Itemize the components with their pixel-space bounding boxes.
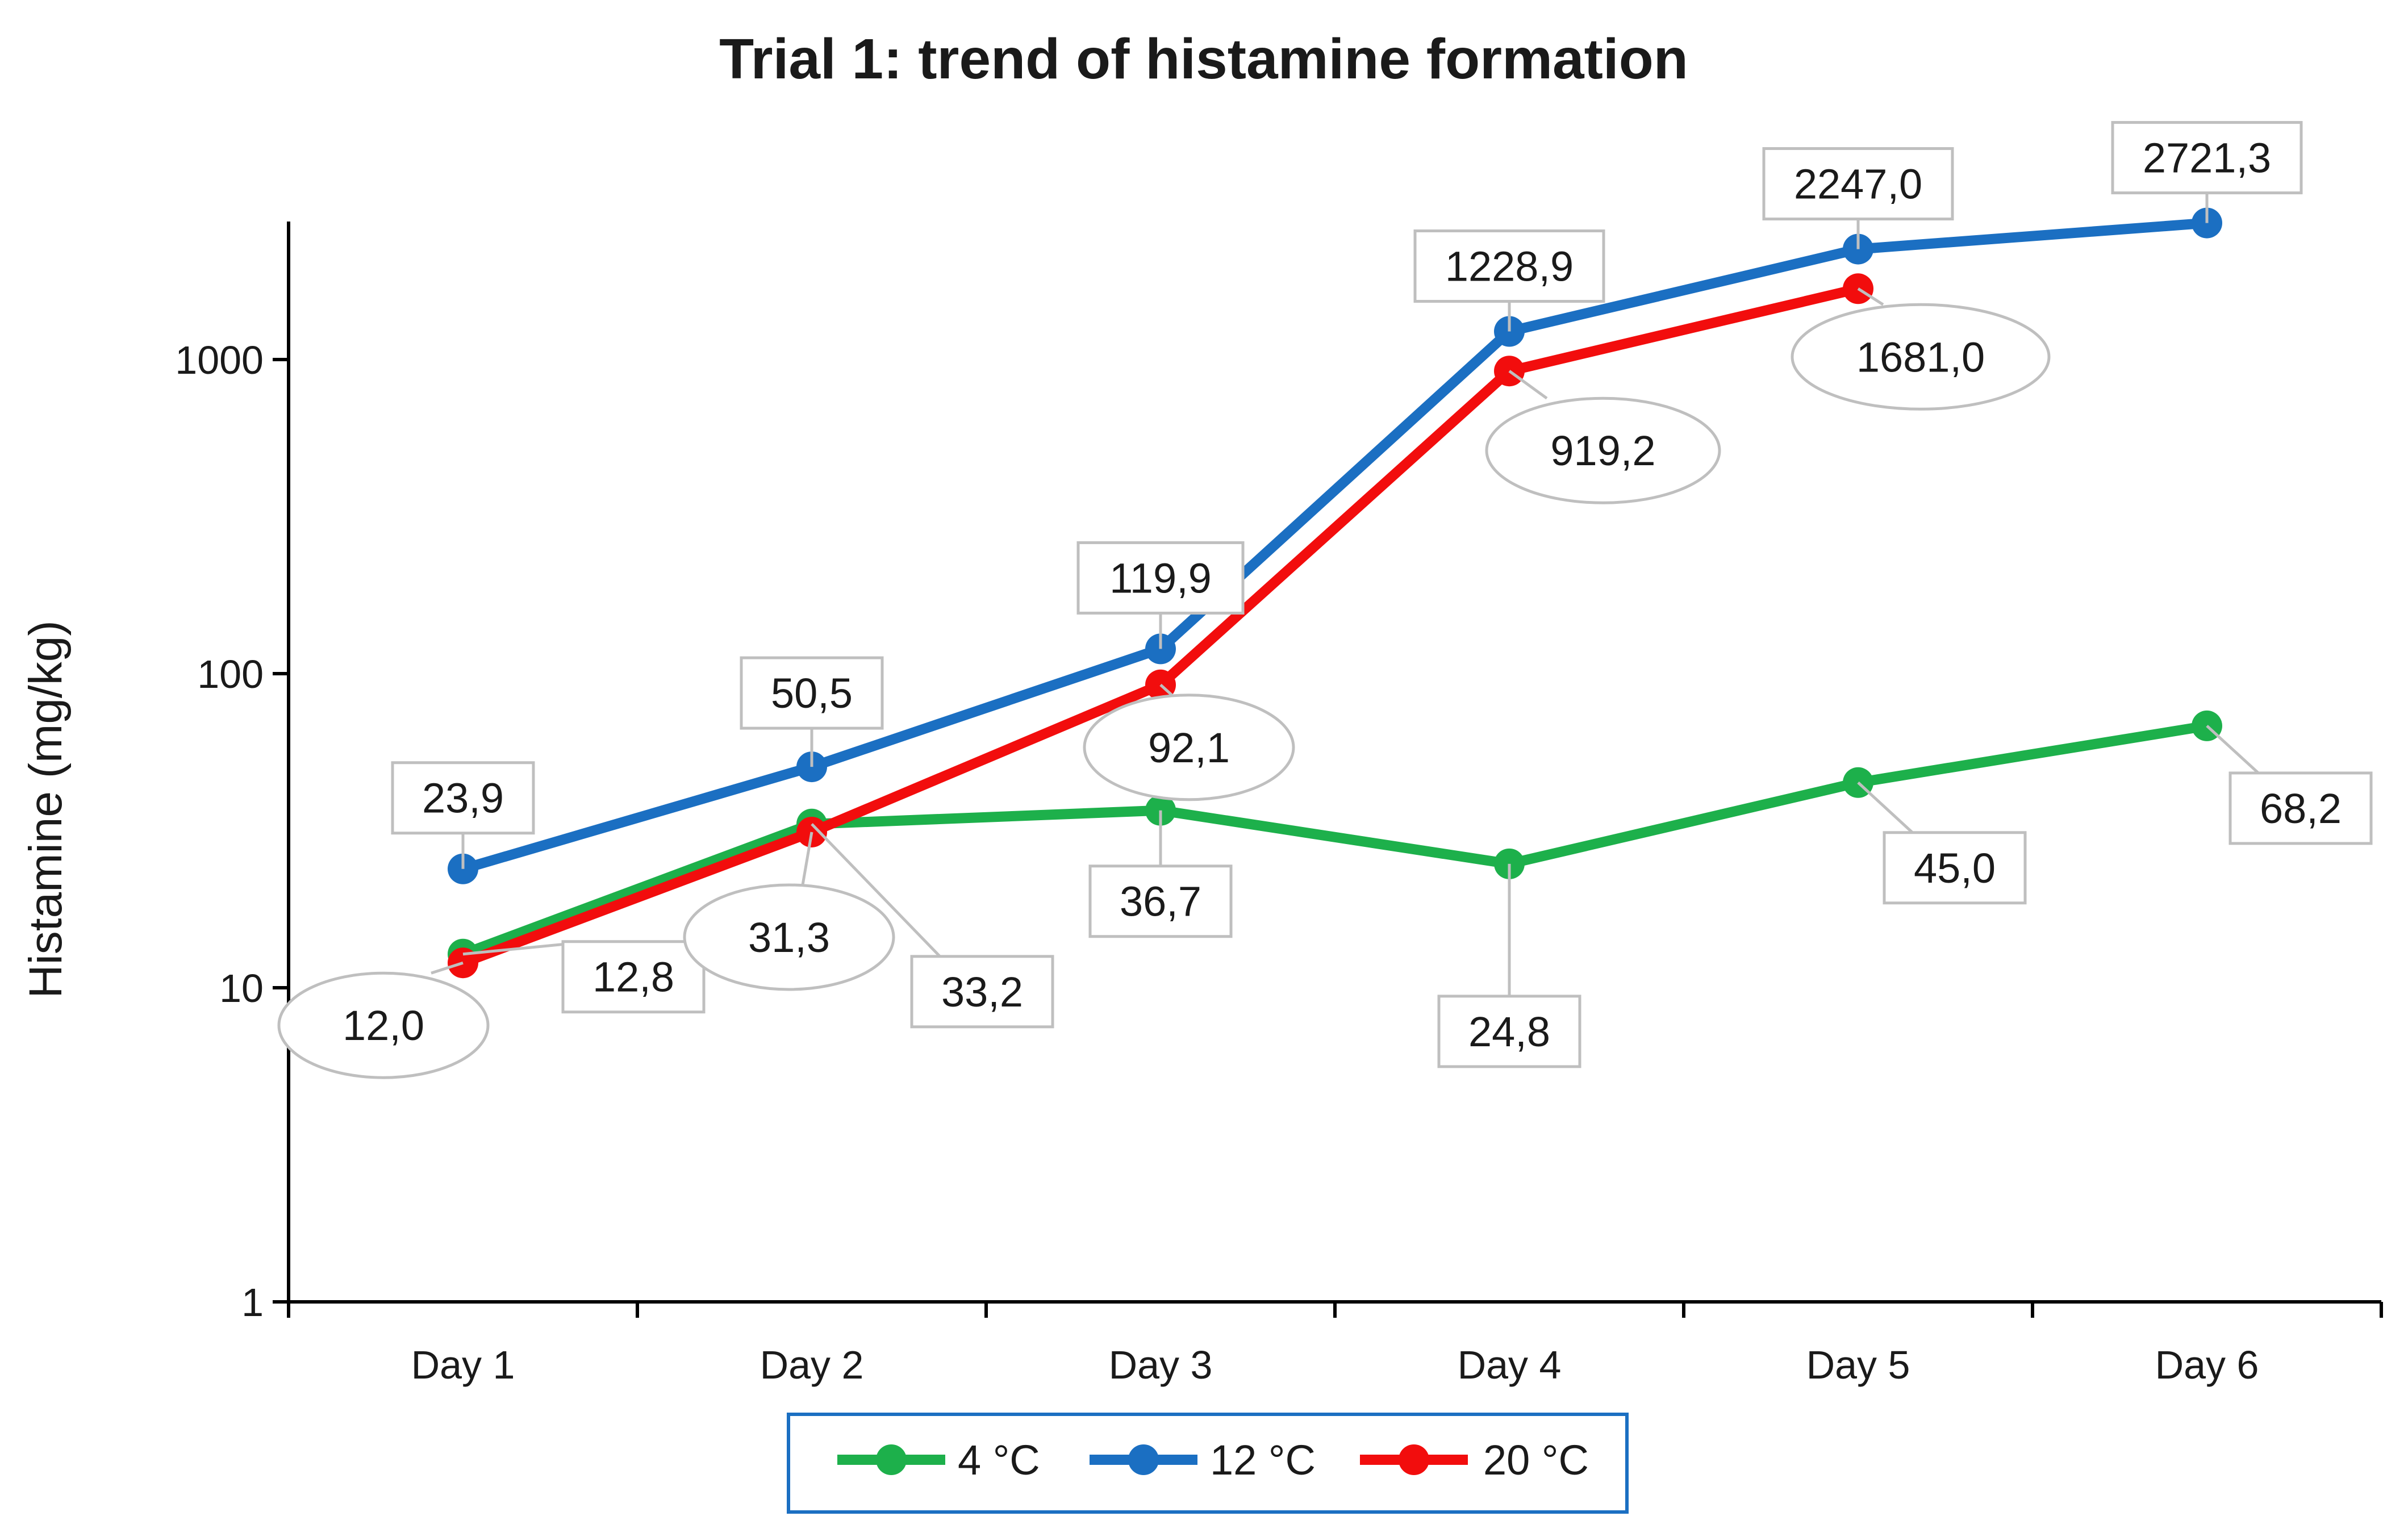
- label-text: 68,2: [2260, 785, 2342, 832]
- label-leader: [801, 832, 813, 886]
- label-box: [561, 940, 706, 1014]
- y-tick-label: 100: [197, 652, 264, 696]
- legend: 4 °C 12 °C 20 °C: [787, 1413, 1629, 1514]
- data-label-4c-2: 33,2: [811, 823, 1054, 1029]
- data-label-12c-1: 23,9: [391, 761, 535, 869]
- label-text: 50,5: [771, 670, 853, 717]
- data-label-12c-2: 50,5: [740, 656, 884, 767]
- series-line-4c: [458, 720, 2212, 959]
- data-label-12c-3: 119,9: [1076, 541, 1245, 649]
- y-axis-label: Histamine (mg/kg): [20, 620, 72, 998]
- data-label-12c-5: 2247,0: [1762, 147, 1954, 249]
- label-leader: [431, 961, 464, 975]
- legend-label-12c: 12 °C: [1210, 1436, 1316, 1484]
- label-text: 119,9: [1109, 554, 1212, 602]
- data-label-12c-6: 2721,3: [2111, 121, 2303, 223]
- label-text: 45,0: [1914, 845, 1996, 892]
- data-label-4c-6: 68,2: [2206, 725, 2373, 845]
- label-box: [1088, 864, 1233, 938]
- x-tick-label: Day 2: [760, 1343, 864, 1387]
- label-text: 2247,0: [1794, 161, 1922, 208]
- label-leader: [1508, 370, 1548, 400]
- chart-title: Trial 1: trend of histamine formation: [719, 27, 1688, 91]
- data-label-20c-3: 92,1: [1083, 683, 1295, 801]
- label-bubble: [1083, 694, 1295, 801]
- data-label-4c-1: 12,8: [462, 940, 706, 1014]
- label-box: [2228, 771, 2373, 845]
- label-box: [910, 955, 1054, 1029]
- legend-marker-12c: [1128, 1444, 1159, 1475]
- legend-marker-4c: [876, 1444, 907, 1475]
- data-label-4c-3: 36,7: [1088, 810, 1233, 938]
- label-text: 31,3: [748, 914, 830, 961]
- data-label-4c-5: 45,0: [1857, 781, 2027, 905]
- x-tick-label: Day 1: [411, 1343, 515, 1387]
- y-tick-label: 1000: [175, 338, 264, 382]
- legend-label-4c: 4 °C: [958, 1436, 1040, 1484]
- label-bubble: [277, 971, 490, 1079]
- label-box: [1883, 831, 2027, 905]
- data-label-20c-1: 12,0: [277, 961, 490, 1079]
- data-label-12c-4: 1228,9: [1413, 229, 1605, 332]
- label-bubble: [683, 883, 895, 991]
- data-labels: 12,8 33,2 36,7 24,8 45,0 68,2 23,9 50,5 119,9 122…: [277, 121, 2373, 1079]
- label-text: 24,8: [1468, 1008, 1550, 1055]
- y-tick-label: 1: [241, 1280, 264, 1325]
- label-box: [1076, 541, 1245, 615]
- label-leader: [811, 823, 941, 958]
- data-label-20c-4: 919,2: [1485, 370, 1721, 504]
- label-text: 12,8: [592, 954, 674, 1001]
- x-tick-label: Day 4: [1458, 1343, 1562, 1387]
- label-bubble: [1485, 396, 1721, 504]
- axes: 1 10 100 1000 Day 1 Day 2 Day 3 Day 4 Day 5 Day 6: [175, 222, 2383, 1387]
- data-label-4c-4: 24,8: [1437, 863, 1581, 1068]
- x-tick-label: Day 6: [2155, 1343, 2259, 1387]
- label-text: 12,0: [343, 1002, 424, 1049]
- label-text: 36,7: [1120, 878, 1201, 925]
- label-text: 1228,9: [1445, 243, 1574, 290]
- data-label-20c-2: 31,3: [683, 832, 895, 991]
- series-line-12c: [458, 218, 2212, 874]
- legend-marker-20c: [1399, 1444, 1429, 1475]
- label-box: [2111, 121, 2303, 195]
- label-box: [1413, 229, 1605, 303]
- data-label-20c-5: 1681,0: [1791, 287, 2051, 411]
- label-text: 23,9: [422, 775, 504, 822]
- label-text: 92,1: [1148, 724, 1230, 771]
- label-text: 2721,3: [2143, 135, 2271, 182]
- label-box: [740, 656, 884, 730]
- label-box: [1762, 147, 1954, 221]
- label-text: 919,2: [1550, 427, 1655, 474]
- label-text: 33,2: [941, 968, 1023, 1016]
- y-tick-label: 10: [219, 966, 264, 1010]
- label-leader: [2206, 725, 2260, 774]
- legend-label-20c: 20 °C: [1483, 1436, 1589, 1484]
- label-box: [391, 761, 535, 835]
- x-tick-label: Day 5: [1806, 1343, 1910, 1387]
- label-bubble: [1791, 303, 2051, 411]
- label-text: 1681,0: [1856, 333, 1985, 381]
- label-leader: [1857, 781, 1914, 834]
- label-leader: [1857, 287, 1884, 306]
- label-leader: [1159, 683, 1173, 696]
- label-box: [1437, 995, 1581, 1068]
- x-tick-label: Day 3: [1109, 1343, 1213, 1387]
